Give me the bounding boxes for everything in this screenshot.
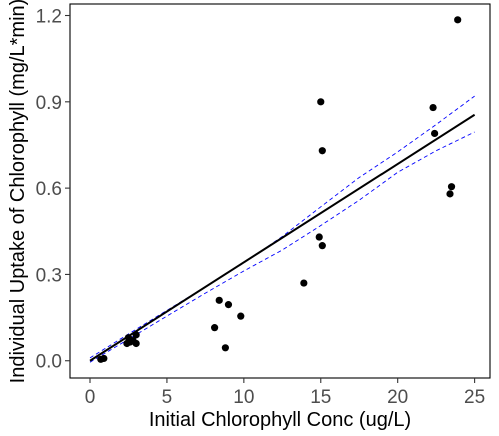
data-point	[100, 354, 108, 363]
y-tick-label: 1.2	[36, 7, 62, 28]
data-point	[237, 312, 245, 320]
data-point	[221, 344, 229, 352]
y-axis-title: Individual Uptake of Chlorophyll (mg/L*m…	[7, 0, 29, 383]
y-axis: 0.0 0.3 0.6 0.9 1.2	[36, 7, 70, 373]
data-point	[211, 324, 219, 332]
data-point	[429, 103, 437, 112]
x-tick-label: 25	[464, 387, 485, 408]
data-point	[300, 279, 308, 287]
data-point	[318, 242, 326, 250]
regression-line-layer	[89, 113, 476, 362]
data-point	[215, 296, 223, 304]
x-tick-label: 20	[387, 387, 408, 408]
plot-panel-border	[69, 3, 491, 379]
y-tick-label: 0.3	[36, 265, 62, 286]
data-point	[447, 183, 456, 191]
data-point	[446, 190, 454, 198]
y-tick-label: 0.6	[36, 179, 62, 200]
y-tick-label: 0.0	[36, 352, 62, 373]
data-point	[317, 98, 325, 106]
data-point	[224, 301, 233, 309]
y-tick-label: 0.9	[36, 93, 62, 114]
x-axis-title: Initial Chlorophyll Conc (ug/L)	[149, 409, 411, 431]
data-point	[315, 233, 323, 241]
data-point	[454, 16, 462, 24]
x-tick-label: 15	[310, 387, 331, 408]
data-point	[431, 129, 439, 138]
data-point	[132, 339, 140, 348]
ci-upper-line	[89, 95, 475, 359]
x-tick-label: 5	[162, 387, 173, 408]
x-tick-label: 10	[233, 387, 254, 408]
data-point	[132, 331, 140, 339]
x-axis: 0 5 10 15 20 25	[85, 378, 485, 408]
data-point	[318, 147, 326, 155]
x-tick-label: 0	[85, 387, 96, 408]
regression-line	[89, 113, 476, 362]
data-points	[97, 16, 462, 363]
confidence-band-lines	[89, 95, 475, 363]
